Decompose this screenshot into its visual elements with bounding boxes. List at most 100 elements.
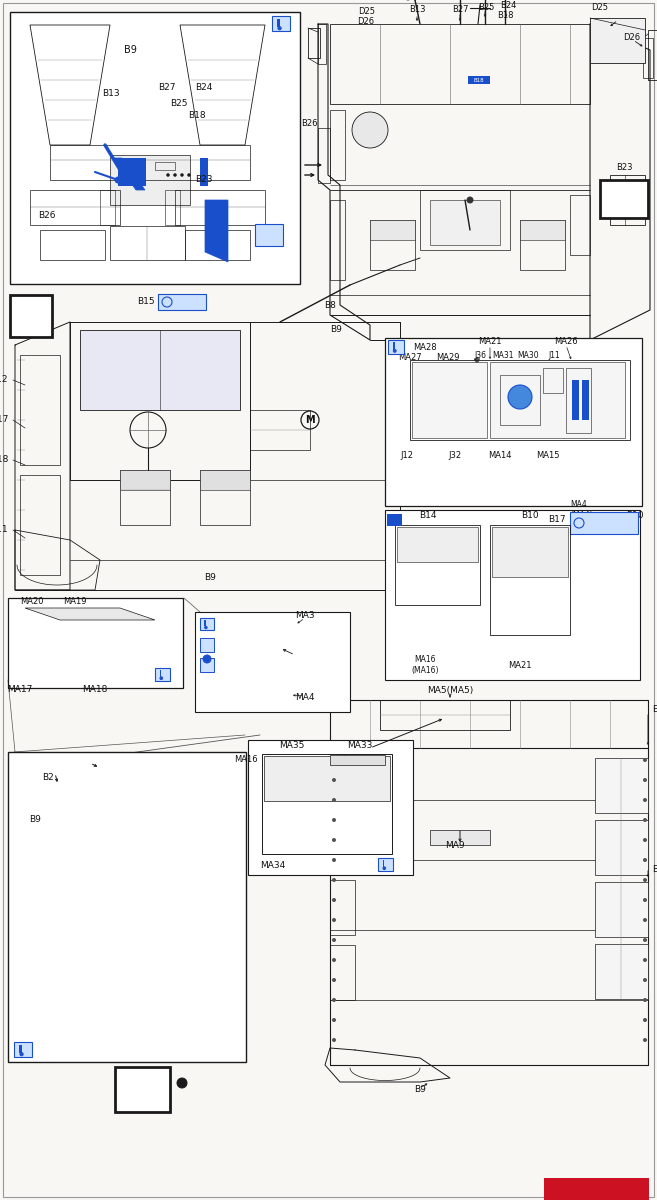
Text: 10: 10	[121, 1074, 163, 1104]
Bar	[330, 880, 355, 935]
Text: B9: B9	[124, 44, 137, 55]
Circle shape	[332, 1019, 336, 1021]
Text: B17: B17	[549, 516, 566, 524]
Circle shape	[643, 959, 646, 961]
Bar	[566, 368, 591, 433]
Bar	[643, 38, 653, 78]
Text: MA15: MA15	[536, 450, 560, 460]
Text: B23: B23	[616, 163, 632, 173]
Bar	[200, 618, 214, 630]
Bar	[204, 620, 206, 626]
Bar	[595, 758, 648, 814]
Bar	[200, 638, 214, 652]
Circle shape	[160, 677, 163, 679]
Text: B12: B12	[0, 376, 8, 384]
Circle shape	[643, 1038, 646, 1042]
Bar	[255, 224, 283, 246]
Circle shape	[643, 779, 646, 781]
Bar	[110, 155, 190, 205]
Text: B10: B10	[626, 510, 644, 520]
Bar	[50, 145, 250, 180]
Bar	[520, 220, 565, 270]
Circle shape	[332, 918, 336, 922]
Circle shape	[643, 758, 646, 762]
Circle shape	[20, 1052, 23, 1056]
Text: D25: D25	[358, 7, 375, 17]
Text: B23: B23	[195, 175, 212, 185]
Circle shape	[332, 1038, 336, 1042]
Circle shape	[643, 798, 646, 802]
Bar	[175, 190, 265, 226]
Bar	[185, 230, 250, 260]
Text: B27: B27	[158, 84, 175, 92]
Bar	[20, 475, 60, 575]
Bar	[490, 362, 625, 438]
Circle shape	[643, 1019, 646, 1021]
Bar	[420, 190, 510, 250]
Text: B27: B27	[452, 6, 468, 14]
Bar	[308, 28, 320, 58]
Text: MA14: MA14	[488, 450, 512, 460]
Bar	[380, 700, 510, 730]
Text: B26: B26	[302, 119, 318, 127]
Bar	[387, 514, 402, 526]
Bar	[385, 338, 642, 506]
Bar	[412, 362, 487, 438]
Text: MA26: MA26	[555, 337, 578, 347]
Text: E1: E1	[652, 706, 657, 714]
Text: B9: B9	[29, 816, 41, 824]
Text: B18: B18	[474, 78, 484, 83]
Bar	[120, 470, 170, 490]
Bar	[264, 756, 390, 802]
Bar	[14, 1042, 32, 1057]
Circle shape	[332, 978, 336, 982]
Bar	[318, 24, 326, 64]
Bar	[30, 190, 120, 226]
Circle shape	[643, 839, 646, 841]
Text: MA17: MA17	[7, 685, 33, 695]
Bar	[330, 200, 345, 280]
Text: J32: J32	[449, 450, 462, 460]
Text: MA31: MA31	[492, 352, 514, 360]
Bar	[277, 19, 280, 26]
Circle shape	[332, 758, 336, 762]
Text: ♥ HOBBY-SEARCH: ♥ HOBBY-SEARCH	[553, 1184, 640, 1194]
Circle shape	[332, 938, 336, 942]
Text: B15: B15	[137, 298, 155, 306]
Bar	[158, 294, 206, 310]
Text: MA4: MA4	[295, 694, 315, 702]
Text: D26: D26	[357, 18, 374, 26]
Text: MA20: MA20	[20, 598, 44, 606]
Bar	[388, 340, 404, 354]
Text: MA4
(MA4): MA4 (MA4)	[570, 500, 593, 520]
Bar	[490, 526, 570, 635]
Bar	[520, 220, 565, 240]
Polygon shape	[205, 200, 228, 262]
Text: B9: B9	[414, 1086, 426, 1094]
Circle shape	[173, 174, 177, 176]
Bar	[8, 752, 246, 1062]
Bar	[572, 380, 579, 420]
Text: D26: D26	[623, 34, 641, 42]
Text: P: P	[392, 517, 396, 522]
Circle shape	[332, 839, 336, 841]
Text: MA18: MA18	[82, 685, 108, 695]
Bar	[155, 668, 170, 680]
Circle shape	[181, 174, 183, 176]
Bar	[590, 18, 645, 62]
Text: B13: B13	[409, 6, 425, 14]
Text: B26: B26	[38, 210, 55, 220]
Text: 2: 2	[204, 660, 210, 670]
Circle shape	[332, 998, 336, 1002]
Bar	[570, 194, 590, 254]
Text: B9: B9	[330, 325, 342, 335]
Text: B14: B14	[419, 510, 437, 520]
Text: J12: J12	[401, 450, 413, 460]
Text: MA33: MA33	[348, 740, 373, 750]
Polygon shape	[25, 608, 155, 620]
Circle shape	[332, 798, 336, 802]
Bar	[160, 671, 162, 677]
Bar	[200, 658, 214, 672]
Bar	[330, 110, 345, 180]
Bar	[200, 158, 208, 186]
